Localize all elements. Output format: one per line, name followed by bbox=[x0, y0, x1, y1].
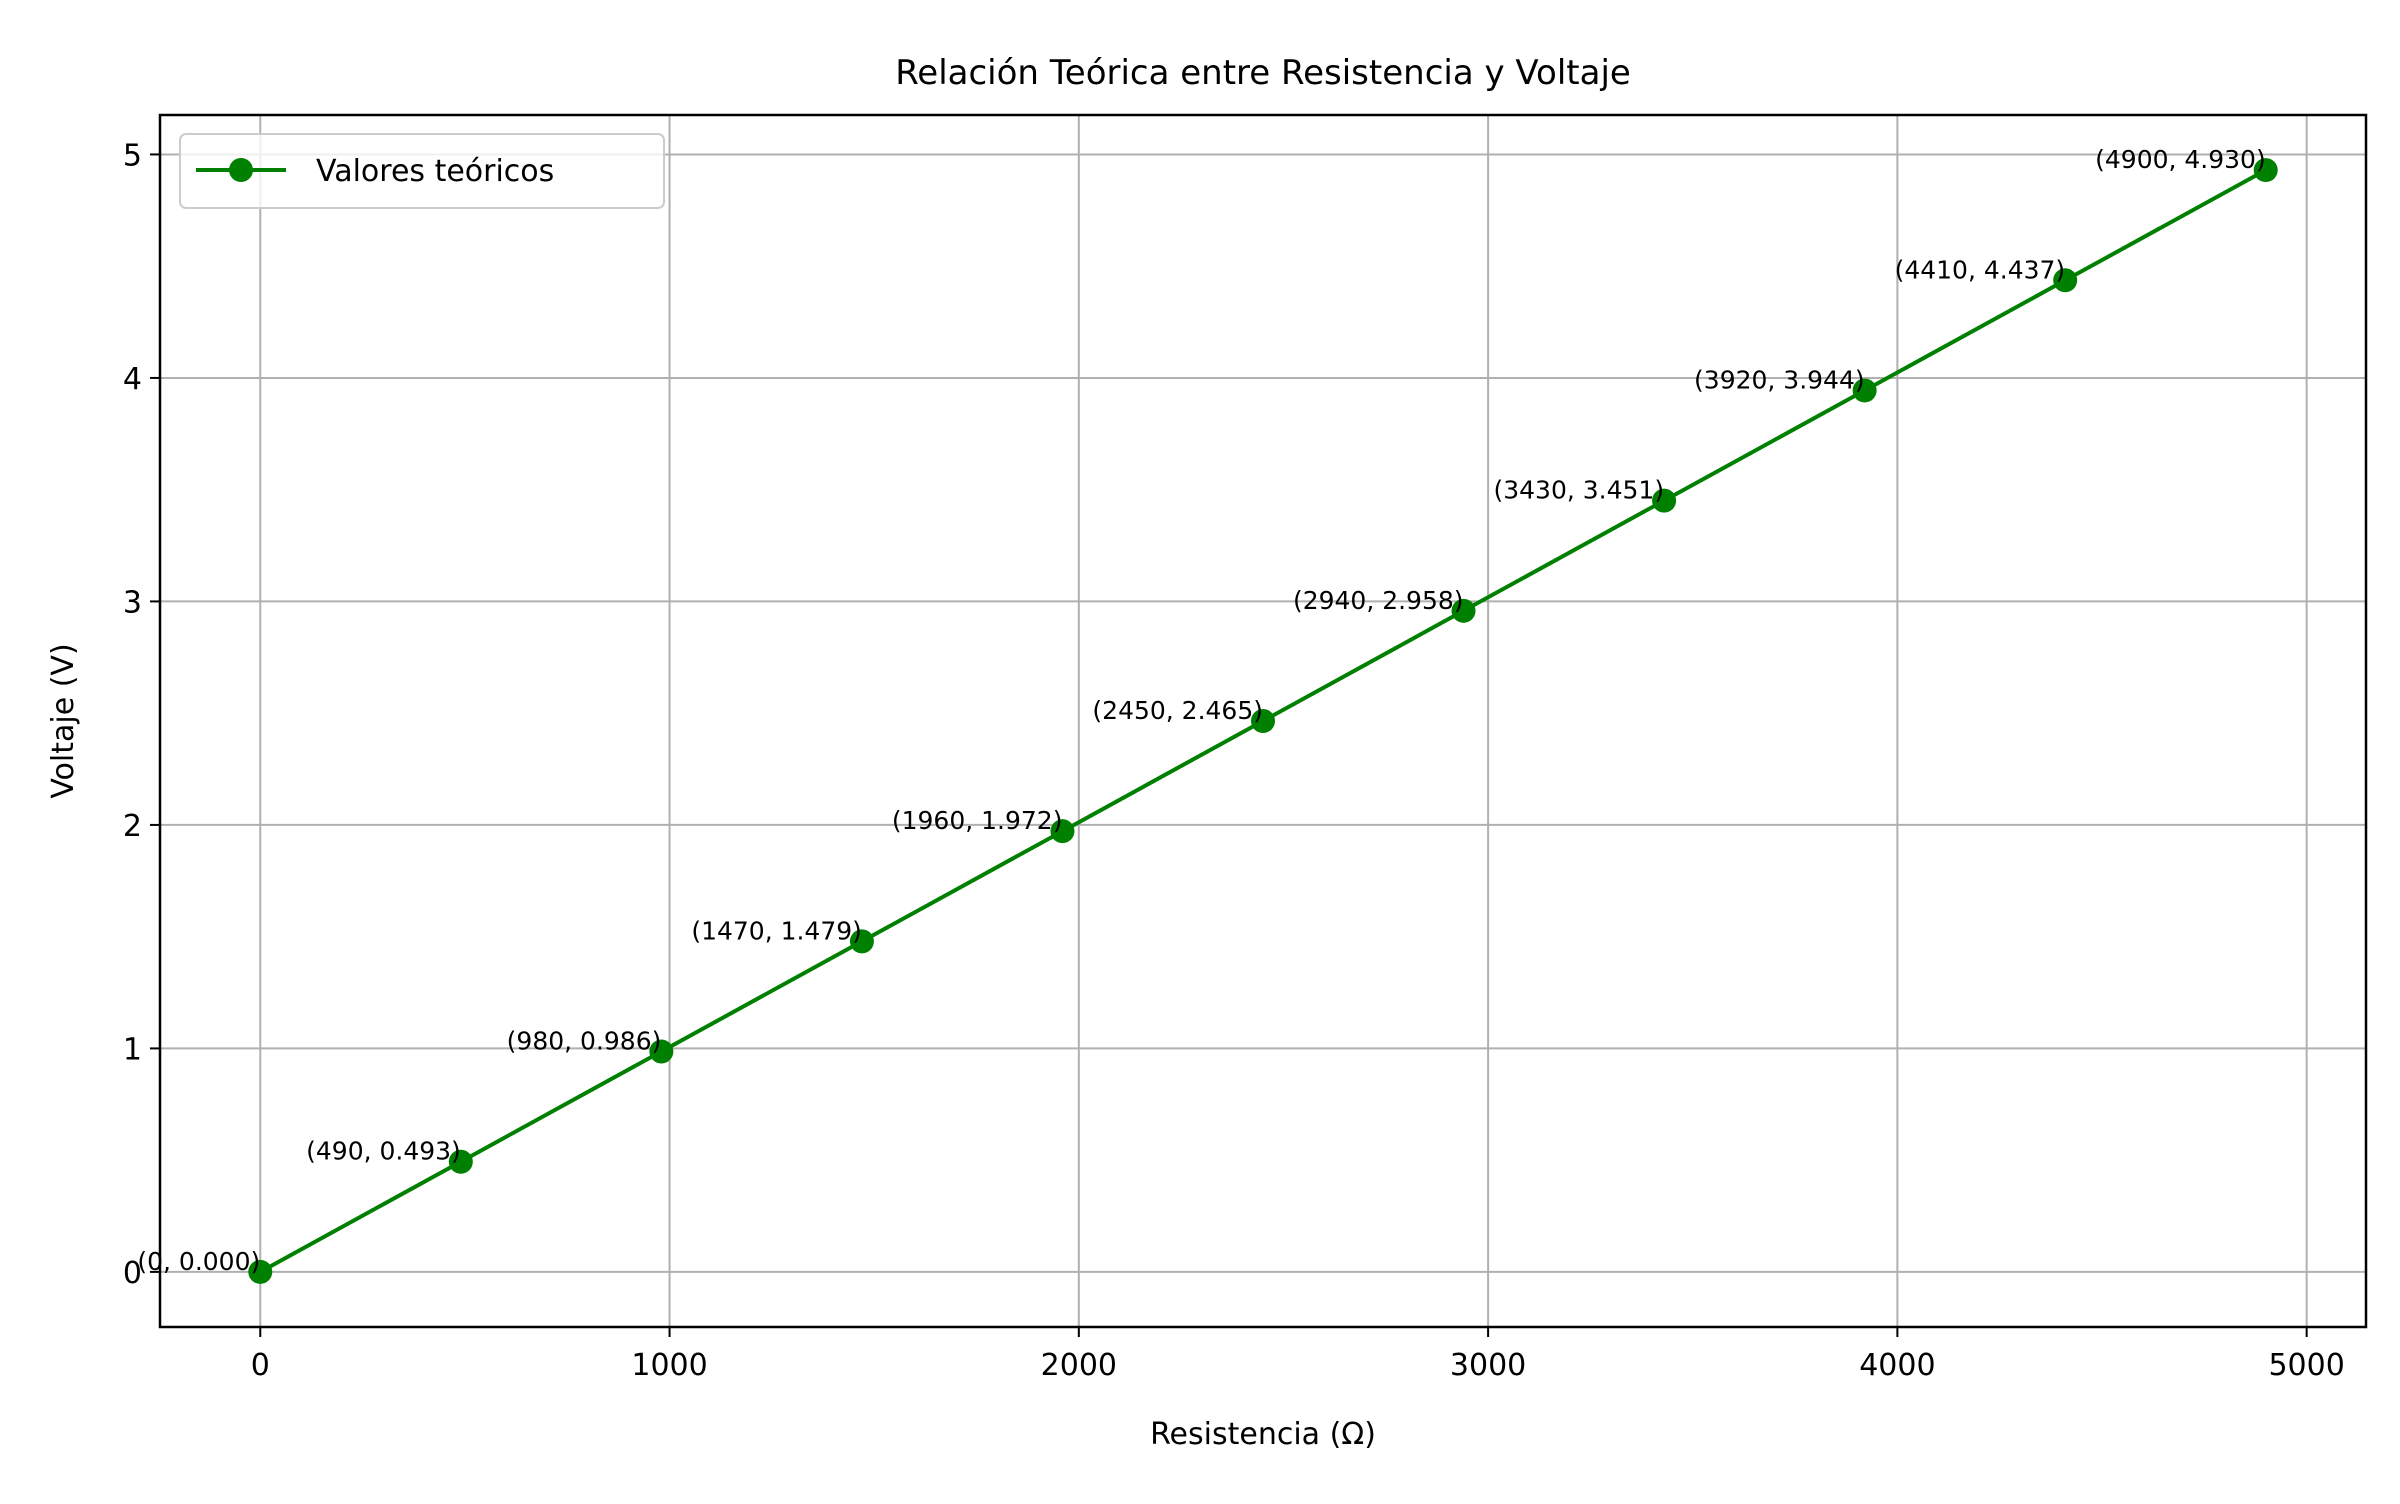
x-tick-label: 5000 bbox=[2268, 1348, 2344, 1383]
data-label: (3920, 3.944) bbox=[1694, 365, 1865, 394]
y-tick-label: 4 bbox=[123, 362, 142, 397]
x-tick-label: 3000 bbox=[1450, 1348, 1526, 1383]
x-axis-label: Resistencia (Ω) bbox=[1150, 1417, 1376, 1452]
data-point bbox=[849, 929, 874, 954]
data-point bbox=[448, 1149, 473, 1174]
data-point bbox=[2053, 268, 2078, 293]
data-point bbox=[1050, 819, 1075, 844]
x-tick-label: 1000 bbox=[631, 1348, 707, 1383]
data-point bbox=[1451, 598, 1476, 623]
x-tick-label: 4000 bbox=[1859, 1348, 1935, 1383]
plot-frame bbox=[158, 113, 2368, 1329]
data-point bbox=[2253, 158, 2278, 183]
x-tick-label: 2000 bbox=[1041, 1348, 1117, 1383]
data-point bbox=[649, 1039, 674, 1064]
y-tick-label: 0 bbox=[123, 1256, 142, 1291]
y-tick-label: 5 bbox=[123, 138, 142, 173]
data-label: (1960, 1.972) bbox=[892, 806, 1063, 835]
data-point bbox=[1652, 488, 1677, 513]
data-label: (2450, 2.465) bbox=[1092, 696, 1263, 725]
y-axis-label: Voltaje (V) bbox=[46, 643, 81, 798]
chart-title: Relación Teórica entre Resistencia y Vol… bbox=[895, 53, 1631, 93]
data-label: (980, 0.986) bbox=[507, 1027, 662, 1056]
y-tick-label: 2 bbox=[123, 809, 142, 844]
data-point bbox=[1852, 378, 1877, 403]
data-label: (4410, 4.437) bbox=[1895, 255, 2066, 284]
legend: Valores teóricos bbox=[179, 133, 665, 209]
data-label: (2940, 2.958) bbox=[1293, 586, 1464, 615]
y-tick-label: 3 bbox=[123, 585, 142, 620]
data-label: (3430, 3.451) bbox=[1493, 476, 1664, 505]
legend-marker-swatch bbox=[229, 158, 253, 182]
point-annotations: (0, 0.000) (490, 0.493) (980, 0.986) (1470,… bbox=[137, 145, 2265, 1276]
series-layer bbox=[248, 158, 2278, 1284]
axis-ticks: 0 1000 2000 3000 4000 5000 0 1 2 3 4 5 bbox=[123, 138, 2345, 1383]
data-point bbox=[248, 1259, 273, 1284]
x-tick-label: 0 bbox=[251, 1348, 270, 1383]
data-label: (0, 0.000) bbox=[137, 1247, 260, 1276]
legend-box bbox=[179, 133, 665, 209]
y-tick-label: 1 bbox=[123, 1032, 142, 1067]
data-label: (490, 0.493) bbox=[306, 1137, 461, 1166]
data-point bbox=[1251, 709, 1275, 733]
data-label: (4900, 4.930) bbox=[2095, 145, 2266, 174]
legend-label: Valores teóricos bbox=[316, 154, 554, 189]
data-label: (1470, 1.479) bbox=[691, 916, 862, 945]
